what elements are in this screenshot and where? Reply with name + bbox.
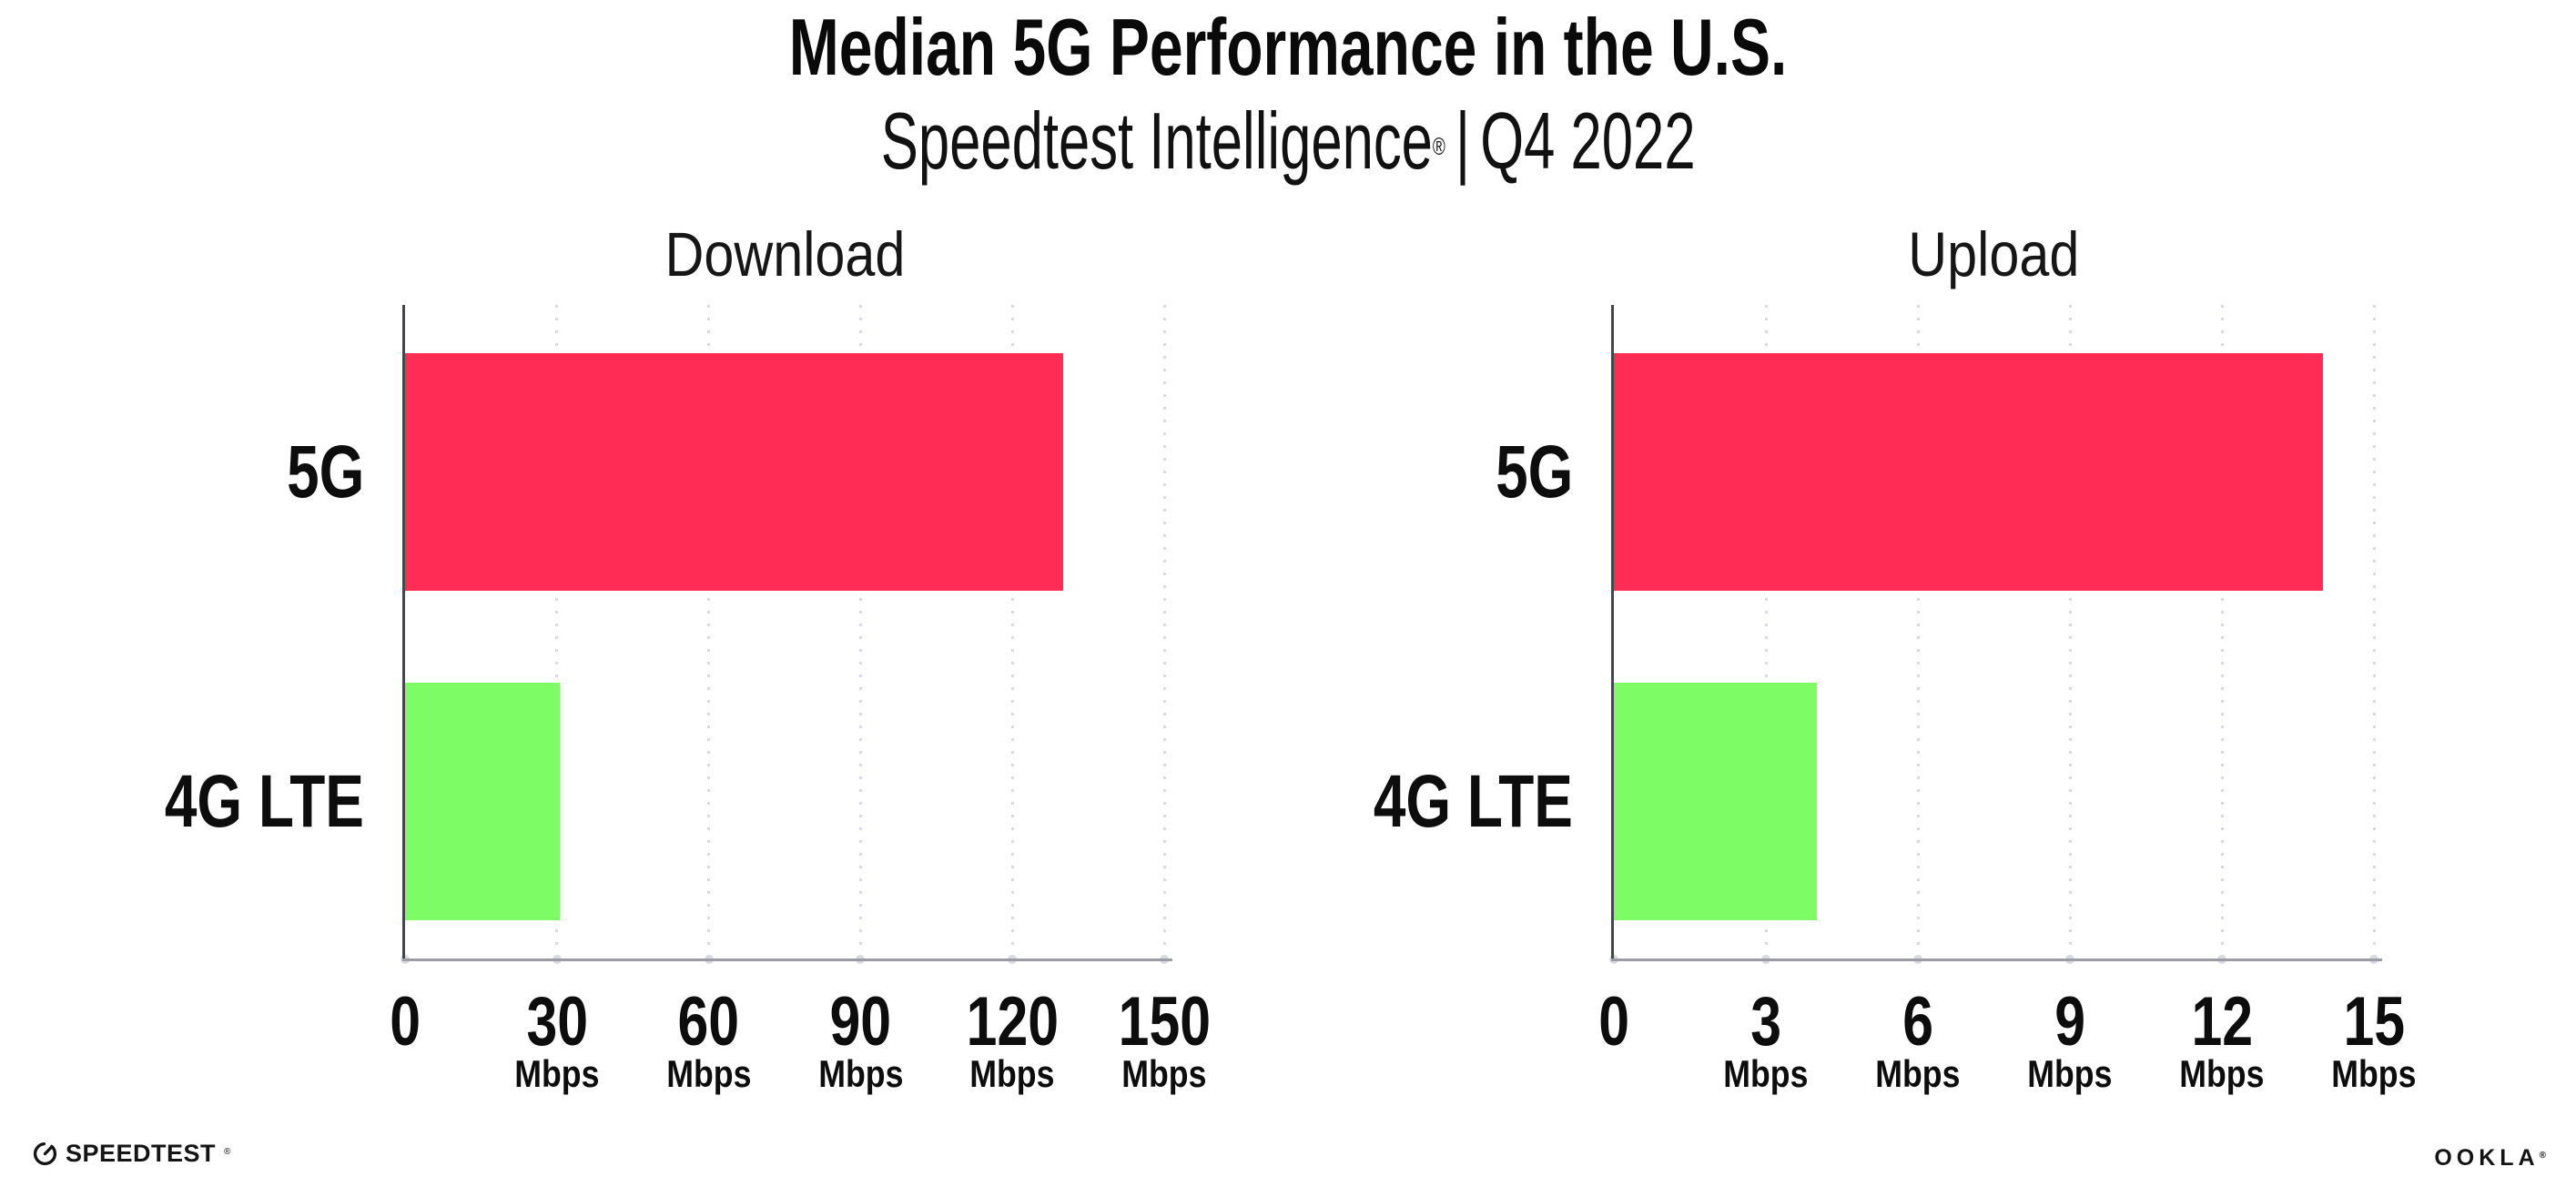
- tick-label-3-text: 3: [1750, 983, 1781, 1060]
- ookla-logo: OOKLA®: [2434, 1145, 2551, 1171]
- gridline-3: [1764, 305, 1768, 959]
- gridline-6: [1916, 305, 1920, 959]
- category-label-4g-lte: 4G LTE: [1159, 759, 1573, 843]
- category-label-5g-text: 5G: [286, 430, 364, 513]
- tick-unit-15-text: Mbps: [2331, 1052, 2417, 1095]
- speedtest-gauge-icon: [33, 1141, 57, 1165]
- page-title-text: Median 5G Performance in the U.S.: [788, 2, 1788, 92]
- speedtest-registered-mark: ®: [224, 1146, 231, 1157]
- bar-5g: [405, 353, 1063, 591]
- gridline-30: [555, 305, 559, 959]
- tick-label-12-text: 12: [2191, 983, 2253, 1060]
- tick-unit-120: Mbps: [903, 1055, 1121, 1093]
- tick-unit-60: Mbps: [600, 1055, 818, 1093]
- ookla-registered-mark: ®: [2539, 1151, 2551, 1161]
- category-label-4g-lte-text: 4G LTE: [164, 759, 364, 843]
- gridline-12: [2220, 305, 2224, 959]
- bar-4g-lte: [405, 683, 560, 920]
- registered-mark: ®: [1432, 133, 1445, 160]
- tick-unit-30-text: Mbps: [514, 1052, 600, 1095]
- tick-unit-3-text: Mbps: [1723, 1052, 1809, 1095]
- tick-unit-12-text: Mbps: [2179, 1052, 2265, 1095]
- gridline-150: [1162, 305, 1166, 959]
- tick-label-90: 90: [751, 988, 969, 1057]
- tick-label-150-text: 150: [1118, 983, 1211, 1060]
- speedtest-wordmark: SPEEDTEST: [66, 1140, 217, 1167]
- y-axis: [402, 305, 405, 960]
- chart-title-download-text: Download: [664, 219, 905, 289]
- gridline-120: [1010, 305, 1014, 959]
- tick-unit-6: Mbps: [1809, 1055, 2027, 1093]
- tick-label-30: 30: [448, 988, 666, 1057]
- tick-unit-30: Mbps: [448, 1055, 666, 1093]
- tick-unit-15: Mbps: [2265, 1055, 2483, 1093]
- gridline-15: [2372, 305, 2376, 959]
- tick-label-0: 0: [296, 988, 514, 1057]
- subtitle-divider: |: [1455, 96, 1470, 186]
- tick-label-6-text: 6: [1902, 983, 1933, 1060]
- tick-label-0-text: 0: [390, 983, 421, 1060]
- tick-label-60: 60: [600, 988, 818, 1057]
- tick-unit-90: Mbps: [751, 1055, 969, 1093]
- category-label-4g-lte: 4G LTE: [0, 759, 364, 843]
- tick-label-120-text: 120: [966, 983, 1059, 1060]
- tick-label-60-text: 60: [677, 983, 740, 1060]
- gridline-90: [858, 305, 862, 959]
- tick-label-15-text: 15: [2343, 983, 2405, 1060]
- tick-label-9: 9: [1961, 988, 2179, 1057]
- speedtest-logo: SPEEDTEST ®: [33, 1140, 230, 1167]
- gridline-60: [707, 305, 711, 959]
- category-label-5g: 5G: [0, 431, 364, 513]
- tick-label-90-text: 90: [829, 983, 892, 1060]
- tick-unit-150: Mbps: [1055, 1055, 1273, 1093]
- tick-unit-60-text: Mbps: [665, 1052, 752, 1095]
- bar-4g-lte: [1614, 683, 1817, 920]
- tick-unit-9: Mbps: [1961, 1055, 2179, 1093]
- subtitle-period: Q4 2022: [1480, 96, 1696, 186]
- y-axis: [1611, 305, 1614, 960]
- tick-label-6: 6: [1809, 988, 2027, 1057]
- tick-unit-90-text: Mbps: [817, 1052, 903, 1095]
- x-axis: [1611, 959, 2382, 961]
- tick-label-12: 12: [2113, 988, 2331, 1057]
- page-title: Median 5G Performance in the U.S.: [0, 5, 2576, 89]
- category-label-5g-text: 5G: [1495, 430, 1573, 513]
- tick-label-3: 3: [1657, 988, 1875, 1057]
- tick-label-0: 0: [1505, 988, 1723, 1057]
- bar-5g: [1614, 353, 2324, 591]
- subtitle-brand: Speedtest Intelligence: [880, 96, 1433, 186]
- category-label-4g-lte-text: 4G LTE: [1373, 759, 1573, 843]
- tick-label-0-text: 0: [1598, 983, 1629, 1060]
- tick-label-120: 120: [903, 988, 1121, 1057]
- tick-unit-150-text: Mbps: [1121, 1052, 1207, 1095]
- tick-unit-9-text: Mbps: [2027, 1052, 2113, 1095]
- chart-title-download: Download: [405, 222, 1164, 288]
- tick-label-30-text: 30: [525, 983, 588, 1060]
- tick-unit-6-text: Mbps: [1875, 1052, 1961, 1095]
- category-label-5g: 5G: [1159, 431, 1573, 513]
- ookla-wordmark: OOKLA: [2434, 1145, 2540, 1171]
- tick-unit-12: Mbps: [2113, 1055, 2331, 1093]
- x-axis: [402, 959, 1172, 961]
- chart-title-upload-text: Upload: [1908, 219, 2080, 289]
- tick-label-150: 150: [1055, 988, 1273, 1057]
- tick-unit-3: Mbps: [1657, 1055, 1875, 1093]
- page-subtitle: Speedtest Intelligence® | Q4 2022: [0, 98, 2576, 184]
- tick-label-15: 15: [2265, 988, 2483, 1057]
- page-subtitle-text: Speedtest Intelligence® | Q4 2022: [881, 98, 1696, 184]
- tick-unit-120-text: Mbps: [969, 1052, 1055, 1095]
- gridline-9: [2068, 305, 2072, 959]
- chart-title-upload: Upload: [1614, 222, 2374, 288]
- tick-label-9-text: 9: [2054, 983, 2085, 1060]
